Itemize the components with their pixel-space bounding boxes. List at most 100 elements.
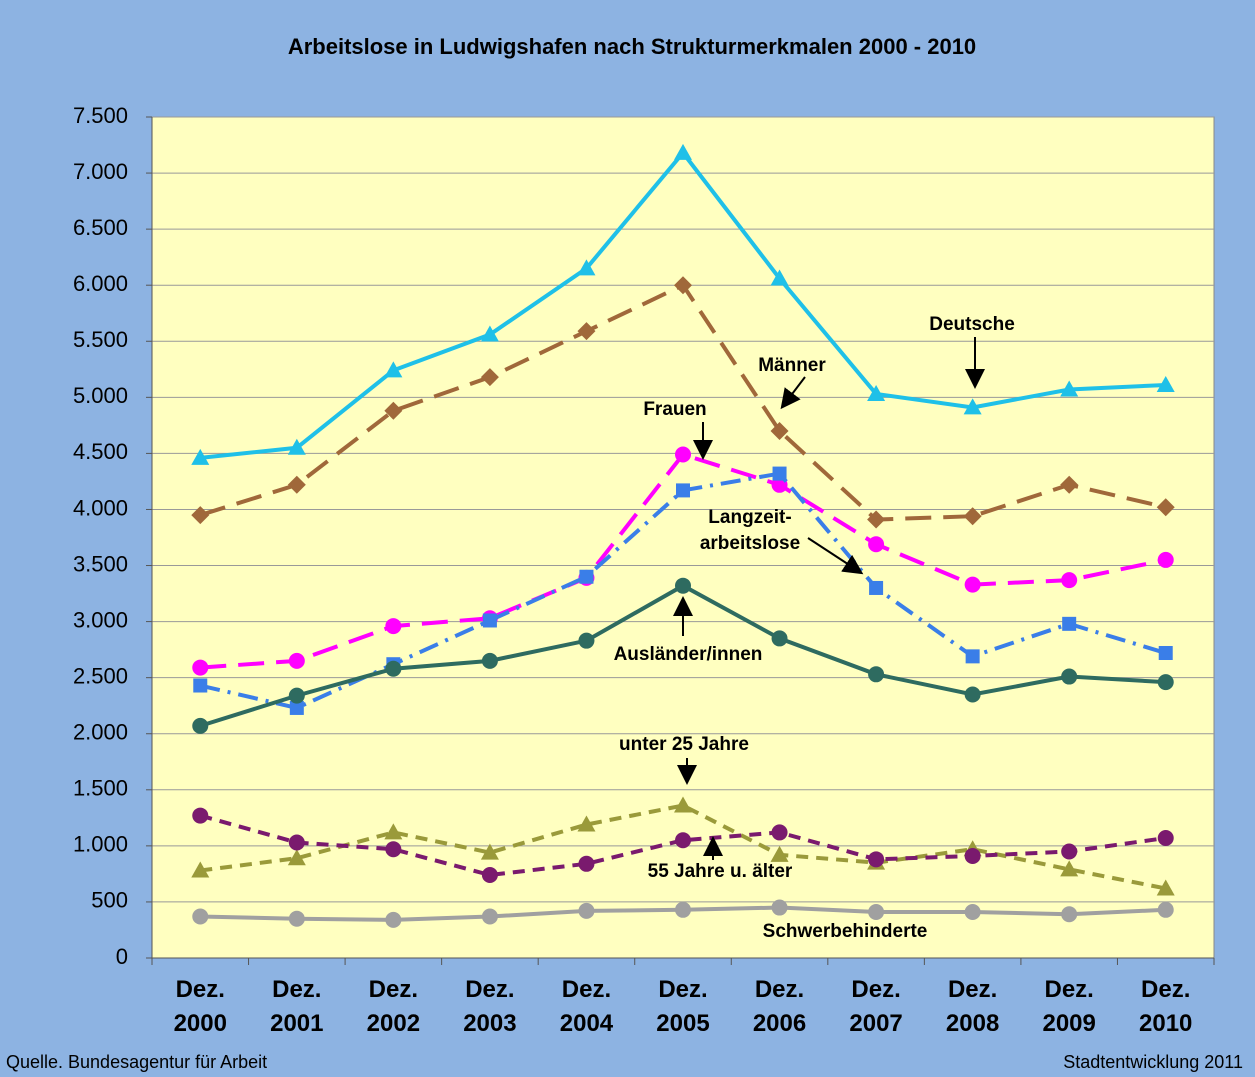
marker — [481, 908, 498, 925]
y-tick-label: 5.000 — [73, 383, 128, 408]
marker — [675, 832, 691, 849]
plot-area — [151, 116, 1215, 959]
y-tick-label: 4.000 — [73, 495, 128, 520]
marker — [385, 660, 402, 677]
y-tick-label: 3.500 — [73, 551, 128, 576]
marker — [192, 908, 209, 925]
marker — [191, 506, 210, 525]
x-tick-label: Dez. 2010 — [1139, 976, 1193, 1037]
marker — [578, 632, 595, 649]
marker — [191, 861, 210, 878]
chart-title: Arbeitslose in Ludwigshafen nach Struktu… — [288, 34, 976, 59]
label-arrow — [807, 537, 864, 575]
marker — [579, 569, 594, 584]
marker — [676, 483, 690, 498]
marker — [287, 475, 306, 494]
marker — [192, 807, 209, 824]
marker — [480, 843, 499, 860]
marker — [868, 904, 885, 921]
x-tick-label: Dez. 2007 — [849, 976, 903, 1037]
series-label: unter 25 Jahre — [619, 734, 749, 755]
marker — [867, 384, 886, 401]
marker — [384, 361, 403, 378]
source: Quelle. Bundesagentur für Arbeit — [6, 1052, 268, 1072]
y-tick-label: 1.500 — [73, 776, 128, 801]
marker — [288, 652, 305, 669]
marker — [868, 851, 885, 868]
y-tick-label: 6.500 — [73, 215, 128, 240]
marker — [289, 700, 304, 715]
marker — [675, 901, 691, 918]
marker — [675, 446, 691, 463]
marker — [1156, 879, 1175, 896]
series-label: Deutsche — [929, 314, 1015, 335]
y-tick-label: 2.500 — [73, 663, 128, 688]
marker — [965, 649, 980, 664]
marker — [1060, 475, 1079, 494]
y-tick-label: 3.000 — [73, 607, 128, 632]
marker — [772, 466, 787, 481]
marker — [771, 630, 788, 647]
marker — [1156, 498, 1175, 517]
y-tick-label: 0 — [116, 944, 128, 969]
marker — [482, 613, 497, 628]
marker — [771, 824, 788, 841]
marker — [1156, 375, 1175, 392]
marker — [1158, 645, 1173, 660]
marker — [771, 899, 788, 916]
marker — [385, 618, 402, 635]
marker — [1060, 380, 1079, 397]
marker — [963, 507, 982, 526]
marker — [288, 834, 305, 851]
label-arrow — [780, 376, 806, 410]
x-tick-label: Dez. 2001 — [270, 976, 324, 1037]
marker — [1061, 668, 1078, 685]
marker — [1062, 616, 1077, 631]
marker — [578, 902, 595, 919]
y-tick-label: 6.000 — [73, 271, 128, 296]
marker — [963, 398, 982, 415]
series-line — [200, 803, 1167, 891]
y-tick-label: 5.500 — [73, 327, 128, 352]
marker — [964, 847, 981, 864]
marker — [192, 659, 209, 676]
marker — [192, 717, 209, 734]
marker — [578, 855, 595, 872]
marker — [191, 448, 210, 465]
marker — [385, 841, 402, 858]
marker — [577, 815, 596, 832]
marker — [481, 867, 498, 884]
y-tick-label: 4.500 — [73, 439, 128, 464]
marker — [964, 576, 981, 593]
marker — [384, 823, 403, 840]
marker — [287, 849, 306, 866]
marker — [481, 652, 498, 669]
marker — [868, 666, 885, 683]
marker — [193, 678, 208, 693]
series-line — [199, 813, 1167, 878]
marker — [674, 796, 692, 813]
y-tick-label: 1.000 — [73, 832, 128, 857]
marker — [480, 325, 499, 342]
series-label: Männer — [758, 355, 826, 376]
marker — [1157, 551, 1174, 568]
credit: Stadtentwicklung 2011 — [1063, 1052, 1243, 1072]
x-tick-label: Dez. 2000 — [173, 976, 227, 1037]
marker — [385, 911, 402, 928]
x-tick-label: Dez. 2008 — [945, 976, 1000, 1037]
marker — [964, 904, 981, 921]
y-tick-label: 7.500 — [73, 103, 128, 128]
marker — [287, 438, 306, 455]
x-tick-label: Dez. 2005 — [656, 976, 710, 1037]
x-tick-label: Dez. 2003 — [463, 976, 517, 1037]
marker — [1061, 906, 1078, 923]
x-tick-label: Dez. 2009 — [1042, 976, 1096, 1037]
marker — [288, 687, 305, 704]
marker — [770, 421, 789, 440]
marker — [384, 401, 403, 420]
series-label: Langzeit-arbeitslose — [699, 507, 801, 554]
marker — [675, 577, 691, 594]
marker — [867, 510, 886, 529]
